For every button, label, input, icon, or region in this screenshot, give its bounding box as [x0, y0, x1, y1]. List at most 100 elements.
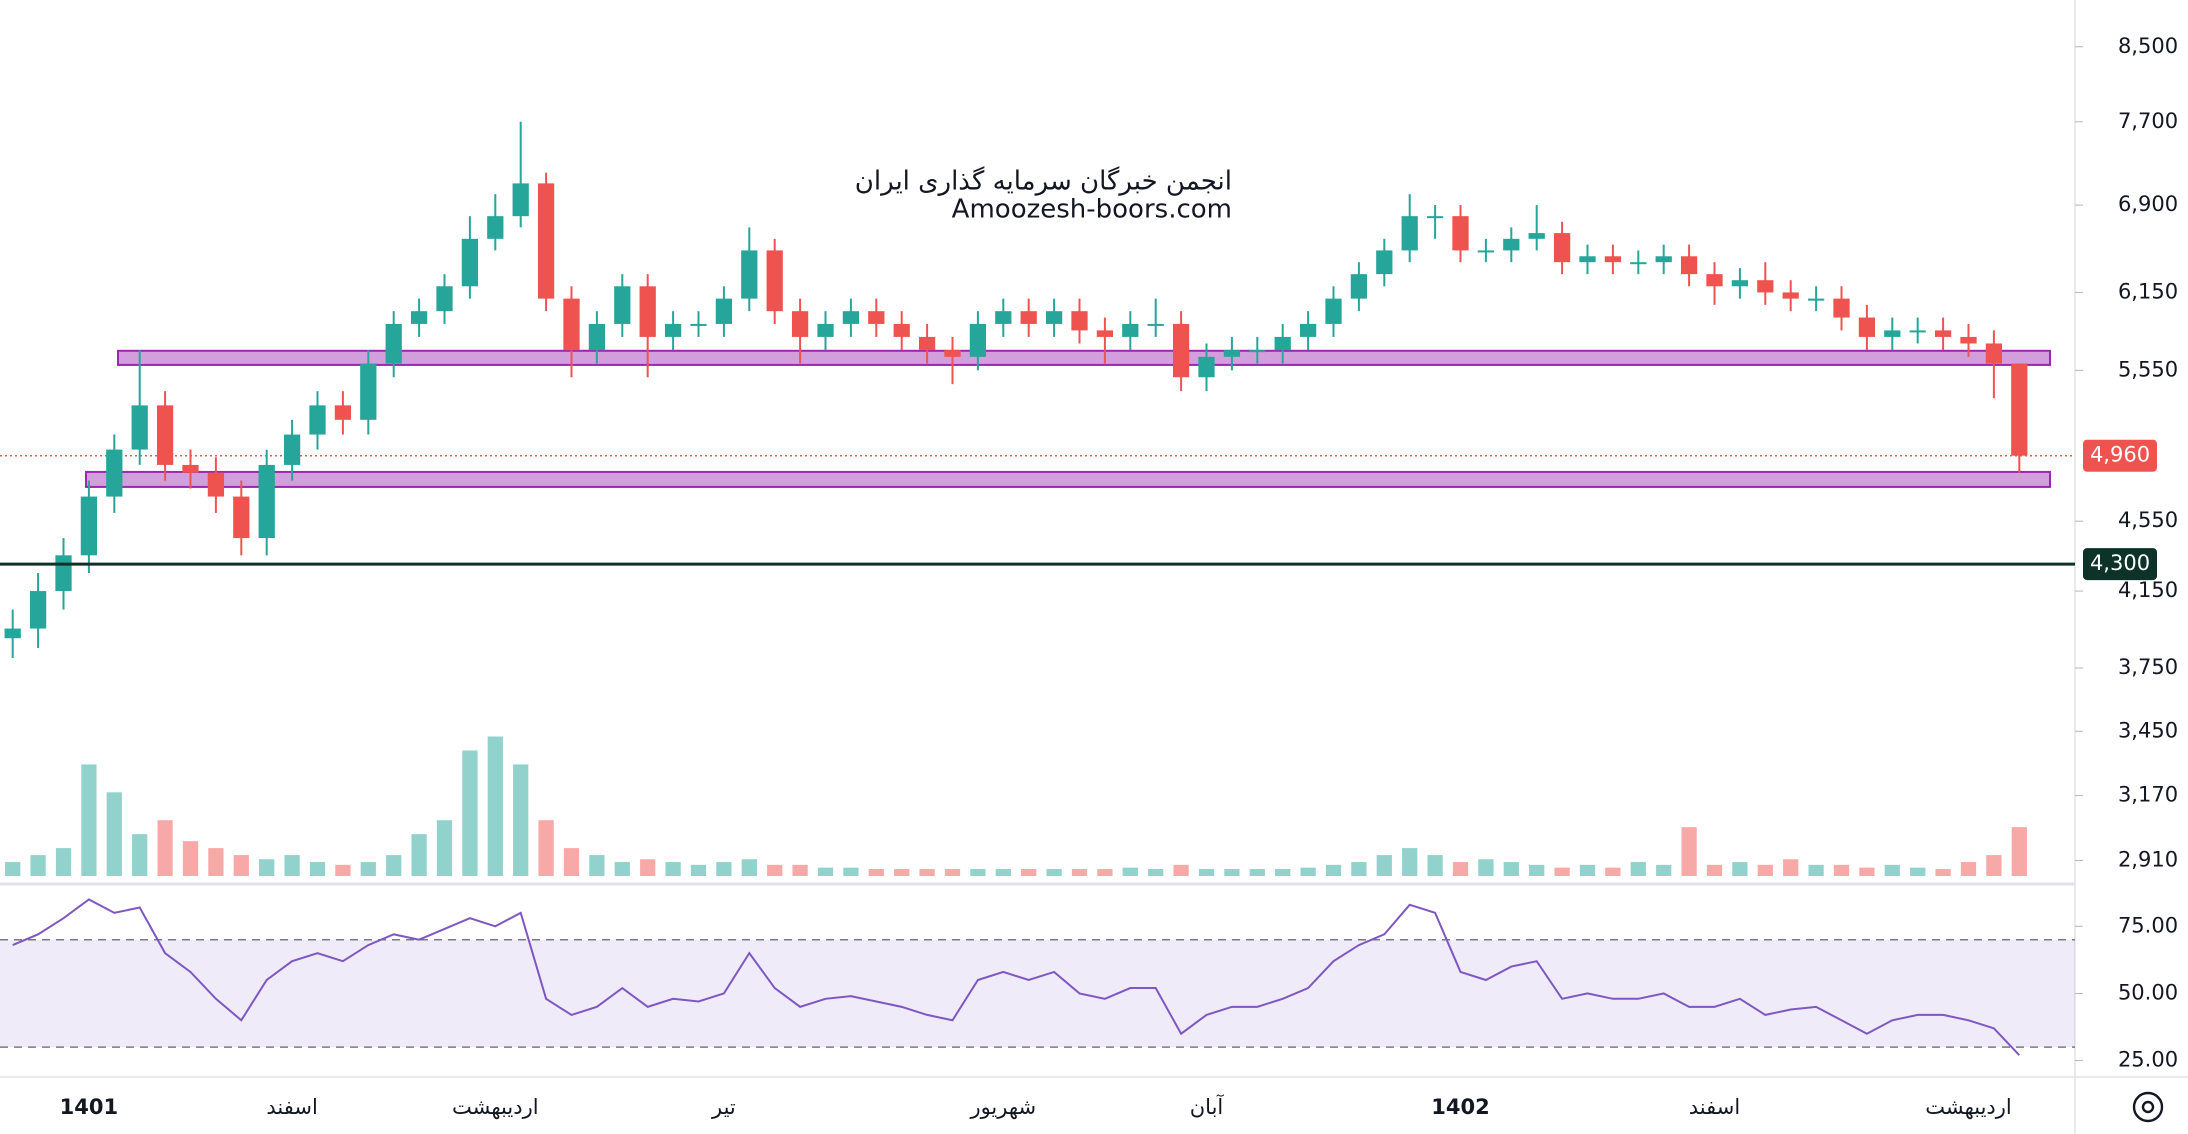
candle-body: [55, 555, 72, 592]
volume-bar: [259, 859, 275, 876]
volume-bar: [589, 855, 605, 876]
y-tick-label: 4,550: [2118, 508, 2178, 532]
volume-bar: [1579, 864, 1596, 876]
level-label-bg: [2083, 548, 2157, 581]
volume-bar: [817, 867, 834, 876]
candle-body: [1274, 336, 1291, 351]
candle-body: [1350, 274, 1368, 299]
volume-bar: [1503, 862, 1519, 876]
volume-bar: [1376, 855, 1392, 876]
volume-bar: [1249, 869, 1265, 876]
y-tick-label: 3,170: [2118, 783, 2178, 807]
candle-body: [1401, 216, 1418, 251]
volume-bar: [843, 867, 859, 876]
candle-body: [360, 363, 377, 420]
volume-bar: [1656, 864, 1672, 876]
volume-bar: [182, 841, 199, 876]
settings-icon[interactable]: [2132, 1091, 2164, 1123]
candle-body: [2011, 363, 2028, 456]
volume-bar: [1325, 864, 1342, 876]
y-tick-label: 6,150: [2118, 279, 2178, 303]
volume-bar: [1681, 827, 1697, 876]
volume-bar: [2011, 827, 2027, 876]
candle-body: [309, 405, 326, 435]
watermark-line: انجمن خبرگان سرمایه گذاری ایران: [855, 166, 1232, 197]
candle-body: [410, 311, 428, 324]
volume-bar: [1173, 864, 1189, 876]
candle-body: [1452, 216, 1469, 251]
volume-bar: [1859, 867, 1875, 876]
last-price-bg: [2083, 439, 2157, 472]
volume-bar: [106, 792, 122, 876]
volume-bar: [1808, 864, 1824, 876]
volume-bar: [1427, 855, 1443, 876]
axis-layer: 8,500 7,700 6,900 6,150 5,550 4,550 4,150 3,750…: [60, 34, 2178, 1119]
icon-ring: [2132, 1091, 2164, 1123]
x-tick-label: اردیبهشت: [452, 1095, 539, 1119]
candle-body: [1376, 250, 1393, 275]
volume-bar: [690, 864, 707, 876]
volume-bar: [1198, 869, 1215, 876]
candle-body: [1096, 330, 1114, 337]
x-tick-label: اسفند: [1689, 1095, 1740, 1119]
candle-body: [766, 250, 783, 312]
volume-bar: [563, 848, 580, 876]
candle-body: [1960, 336, 1977, 344]
candle-body: [1426, 216, 1444, 219]
candle-body: [1528, 233, 1545, 239]
candle-body: [1604, 256, 1622, 263]
volume-bar: [360, 862, 376, 876]
candle-body: [1706, 274, 1723, 287]
volume-bar: [487, 736, 503, 876]
candle-body: [817, 323, 834, 337]
candle-body: [1249, 350, 1266, 353]
candle-body: [1909, 330, 1926, 333]
candle-body: [741, 250, 758, 299]
candle-body: [80, 496, 98, 556]
background-layer: [0, 349, 2075, 1048]
volume-bar: [1148, 869, 1164, 876]
candle-body: [639, 286, 656, 337]
candle-body: [233, 496, 250, 539]
volume-bar: [1478, 859, 1494, 876]
volume-bar: [1630, 862, 1646, 876]
volume-bar: [284, 855, 300, 876]
volume-bar: [538, 820, 554, 876]
candle-body: [1299, 323, 1317, 337]
candle-body: [461, 238, 479, 287]
volume-bar: [995, 869, 1011, 876]
volume-bar: [1960, 862, 1977, 876]
support-zone: [117, 349, 2051, 366]
volume-bar: [1706, 864, 1723, 876]
x-tick-label: اردیبهشت: [1925, 1095, 2012, 1119]
candle-body: [1757, 280, 1774, 293]
candle-body: [969, 323, 987, 357]
level-label: 4,300: [2090, 551, 2150, 575]
volume-bar: [1122, 867, 1138, 876]
candle-body: [664, 323, 682, 337]
candle-body: [1579, 256, 1596, 263]
y-tick-label: 6,900: [2118, 192, 2178, 216]
volume-bar: [30, 855, 46, 876]
candle-body: [614, 286, 631, 324]
x-tick-label: 1401: [60, 1095, 118, 1119]
volume-bar: [1452, 862, 1469, 876]
y-tick-label: 2,910: [2118, 848, 2178, 872]
volume-bar: [919, 869, 935, 876]
volume-bar: [1021, 869, 1037, 876]
volume-bar: [741, 859, 757, 876]
candle-body: [283, 434, 301, 465]
candle-body: [1731, 280, 1749, 287]
marks-layer: [0, 121, 2075, 1056]
candle-body: [868, 311, 885, 324]
rsi-line: [12, 898, 2021, 1056]
volume-bar: [614, 862, 630, 876]
rsi-tick-label: 75.00: [2118, 913, 2178, 937]
x-tick-label: آبان: [1190, 1094, 1225, 1119]
candle-body: [918, 336, 936, 351]
volume-bar: [1224, 869, 1240, 876]
volume-bar: [1833, 864, 1850, 876]
rsi-tick-label: 50.00: [2118, 980, 2178, 1004]
volume-bar: [132, 834, 148, 876]
